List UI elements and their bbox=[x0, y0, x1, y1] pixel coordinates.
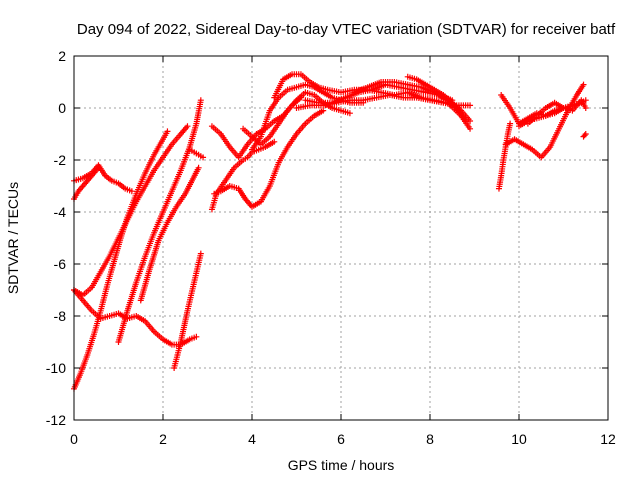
data-point bbox=[128, 188, 135, 195]
series-arc-11 bbox=[211, 107, 327, 210]
data-point bbox=[184, 123, 191, 130]
data-point bbox=[200, 154, 207, 161]
x-tick-label: 0 bbox=[70, 431, 78, 447]
series-arc-04 bbox=[71, 123, 191, 299]
y-tick-label: 0 bbox=[58, 100, 66, 116]
data-point bbox=[582, 105, 589, 111]
data-point bbox=[95, 164, 102, 171]
data-point bbox=[164, 128, 171, 135]
tick-layer bbox=[73, 55, 609, 421]
y-axis-label: SDTVAR / TECUs bbox=[5, 182, 21, 294]
data-point bbox=[580, 81, 587, 88]
x-tick-label: 2 bbox=[159, 431, 167, 447]
data-point bbox=[195, 164, 202, 171]
y-tick-label: -6 bbox=[54, 256, 67, 272]
series-arc-08 bbox=[171, 250, 204, 371]
y-tick-label: -2 bbox=[54, 152, 67, 168]
data-point bbox=[197, 250, 204, 257]
data-point bbox=[346, 110, 353, 117]
series-arc-25 bbox=[580, 131, 589, 140]
data-point bbox=[467, 118, 474, 124]
series-arc-01 bbox=[71, 162, 135, 195]
y-tick-label: -10 bbox=[46, 360, 66, 376]
y-tick-label: -8 bbox=[54, 308, 67, 324]
y-tick-label: -12 bbox=[46, 412, 66, 428]
chart-title: Day 094 of 2022, Sidereal Day-to-day VTE… bbox=[77, 21, 616, 38]
data-point bbox=[581, 132, 588, 139]
series-arc-07 bbox=[71, 287, 200, 348]
series-arc-24 bbox=[524, 97, 589, 127]
series-arc-06 bbox=[137, 164, 202, 304]
x-tick-label: 12 bbox=[600, 431, 616, 447]
series-arc-09 bbox=[186, 146, 207, 161]
data-layer bbox=[71, 71, 589, 392]
x-tick-label: 8 bbox=[426, 431, 434, 447]
data-point bbox=[193, 333, 200, 340]
y-tick-label: -4 bbox=[54, 204, 67, 220]
data-point bbox=[467, 102, 474, 109]
x-tick-label: 6 bbox=[337, 431, 345, 447]
data-point bbox=[582, 131, 589, 137]
data-point bbox=[197, 97, 204, 104]
data-point bbox=[271, 138, 278, 145]
data-point bbox=[320, 107, 327, 114]
label-layer: 0 2 4 6 8 10 12 -12 -10 -8 -6 -4 -2 0 2 bbox=[46, 48, 616, 447]
x-tick-label: 4 bbox=[248, 431, 256, 447]
data-point bbox=[507, 120, 514, 127]
series-arc-19 bbox=[404, 73, 474, 124]
series-arc-02 bbox=[71, 164, 102, 202]
x-axis-label: GPS time / hours bbox=[288, 457, 395, 473]
x-tick-label: 10 bbox=[511, 431, 527, 447]
y-tick-label: 2 bbox=[58, 48, 66, 64]
data-point bbox=[467, 125, 474, 132]
grid-layer bbox=[74, 56, 608, 420]
